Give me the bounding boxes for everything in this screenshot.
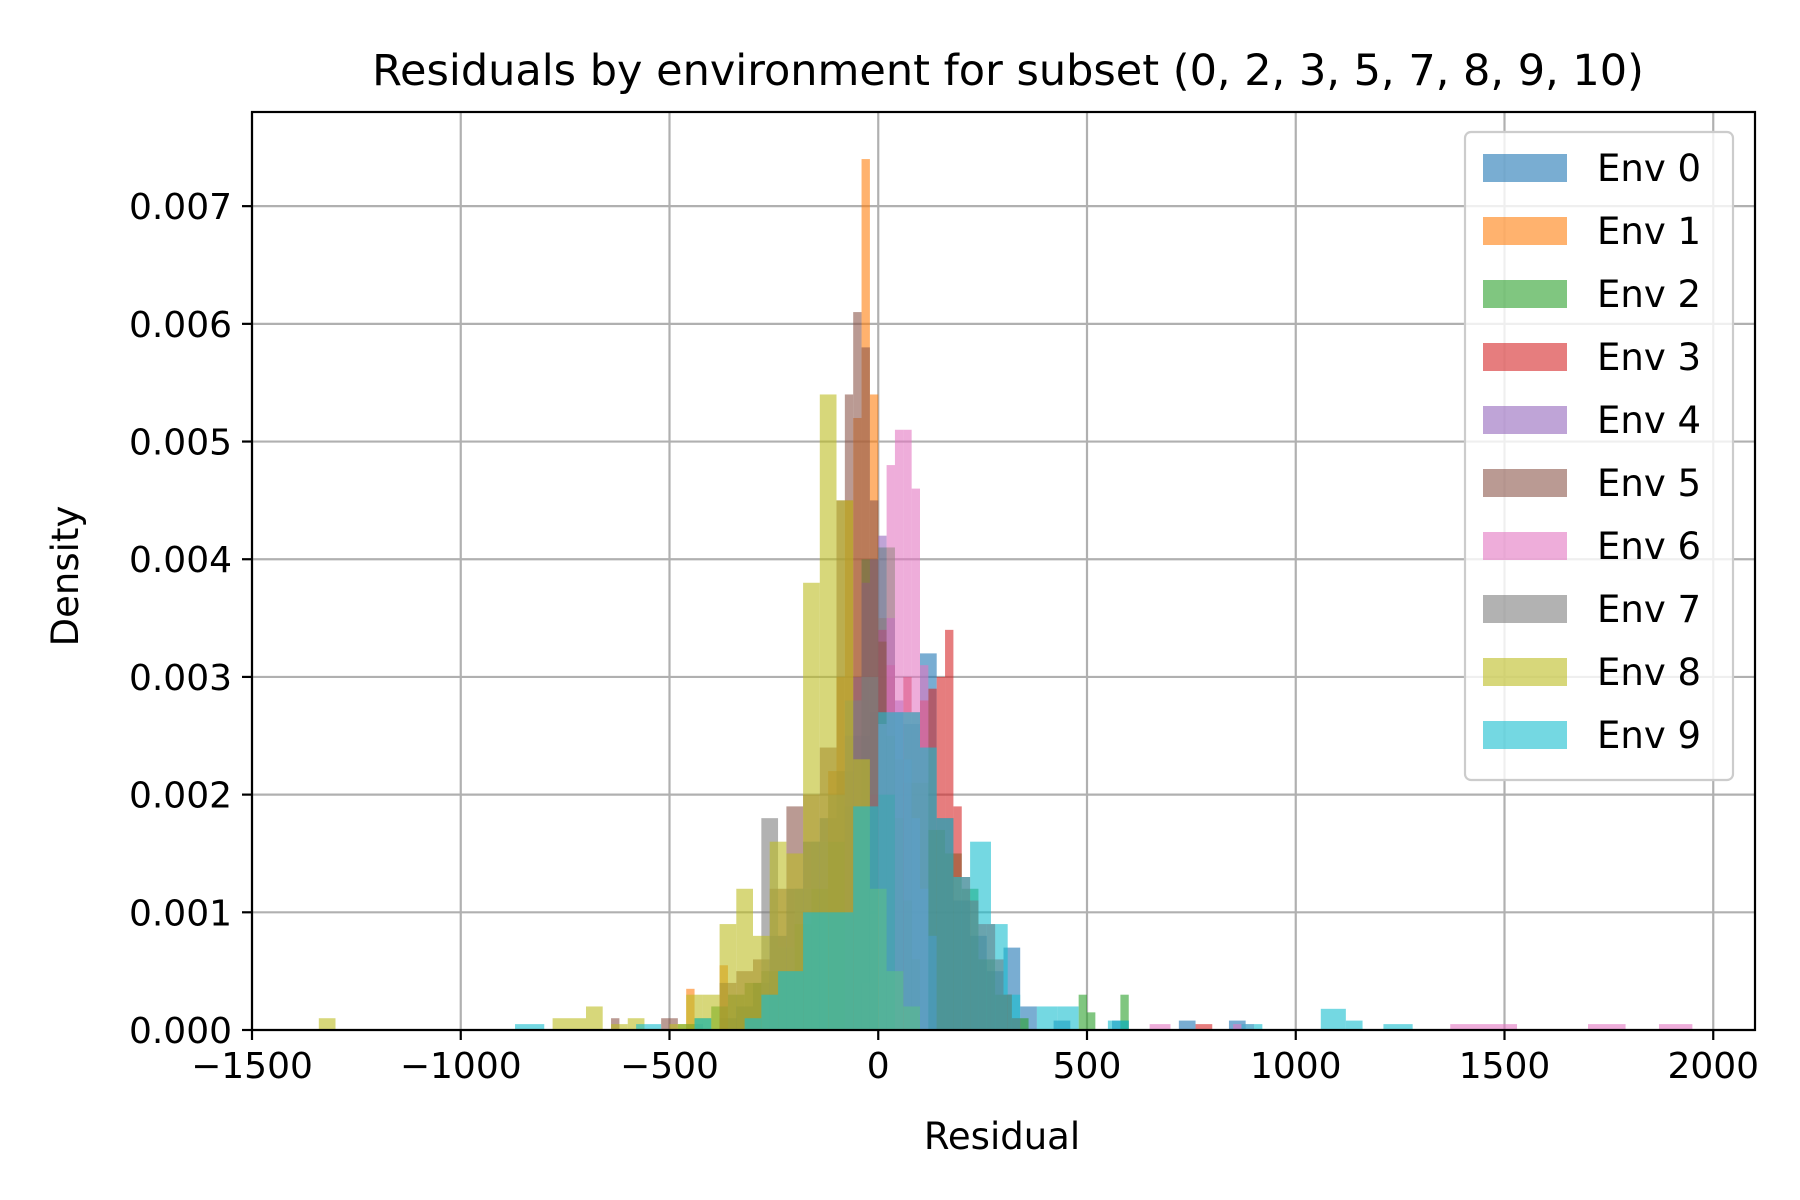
histogram-bar — [1588, 1024, 1626, 1030]
histogram-bar — [853, 806, 879, 1030]
histogram-bar — [1345, 1020, 1363, 1030]
legend-label: Env 5 — [1597, 462, 1701, 505]
y-tick-label: 0.002 — [129, 776, 232, 817]
histogram-bar — [611, 1024, 628, 1030]
series-env-9 — [515, 712, 1413, 1030]
y-tick-label: 0.005 — [129, 423, 232, 464]
histogram-bar — [318, 1018, 336, 1030]
y-tick-label: 0.003 — [129, 658, 232, 699]
histogram-bar — [778, 971, 804, 1030]
histogram-bar — [736, 888, 753, 1030]
histogram-bar — [836, 500, 854, 1030]
histogram-bar — [744, 1018, 762, 1030]
histogram-bar — [694, 1018, 712, 1030]
histogram-bar — [1320, 1008, 1346, 1030]
legend-swatch — [1483, 280, 1567, 308]
x-tick-label: −1500 — [191, 1046, 313, 1087]
histogram-bar — [953, 877, 971, 1030]
histogram-bar — [586, 1006, 603, 1030]
histogram-bar — [853, 312, 862, 1031]
x-axis-title: Residual — [924, 1115, 1080, 1158]
y-tick-label: 0.006 — [129, 305, 232, 346]
histogram-bar — [1007, 994, 1021, 1030]
y-tick-label: 0.001 — [129, 893, 232, 934]
x-tick-label: −500 — [620, 1046, 719, 1087]
y-axis-title: Density — [44, 506, 87, 647]
legend-swatch — [1483, 217, 1567, 245]
histogram-bar — [1450, 1024, 1518, 1030]
legend-swatch — [1483, 532, 1567, 560]
histogram-bar — [515, 1024, 545, 1030]
histogram-bar — [828, 912, 854, 1030]
x-tick-label: −1000 — [400, 1046, 522, 1087]
histogram-bar — [1149, 1024, 1171, 1030]
histogram-bar — [878, 712, 904, 1030]
legend-swatch — [1483, 595, 1567, 623]
x-tick-label: 1500 — [1459, 1046, 1551, 1087]
legend-swatch — [1483, 154, 1567, 182]
legend-label: Env 4 — [1597, 399, 1701, 442]
legend-swatch — [1483, 469, 1567, 497]
histogram-bar — [1120, 994, 1129, 1030]
legend-label: Env 0 — [1597, 147, 1701, 190]
x-tick-label: 1000 — [1250, 1046, 1342, 1087]
legend-label: Env 7 — [1597, 588, 1701, 631]
x-tick-label: 2000 — [1667, 1046, 1759, 1087]
series-env-8 — [318, 394, 920, 1030]
histogram-bar — [920, 747, 937, 1030]
legend-label: Env 6 — [1597, 525, 1701, 568]
y-tick-label: 0.004 — [129, 540, 232, 581]
histogram-bar — [761, 994, 779, 1030]
y-tick-label: 0.000 — [129, 1011, 232, 1052]
x-tick-label: 500 — [1053, 1046, 1122, 1087]
histogram-bar — [1383, 1024, 1413, 1030]
legend-label: Env 3 — [1597, 336, 1701, 379]
histogram-bar — [1241, 1024, 1263, 1030]
histogram-bar — [819, 394, 837, 1030]
axes-frame — [250, 110, 1757, 1032]
histogram-bar — [1107, 1020, 1129, 1030]
histogram-bar — [552, 1018, 586, 1030]
histogram-bar — [719, 924, 737, 1030]
histogram-bar — [936, 818, 954, 1030]
x-tick-label: 0 — [867, 1046, 890, 1087]
legend-label: Env 2 — [1597, 273, 1701, 316]
legend-label: Env 8 — [1597, 651, 1701, 694]
histogram-bar — [1087, 1012, 1096, 1030]
histogram-bar — [1178, 1020, 1196, 1030]
histogram-bar — [1078, 994, 1087, 1030]
histogram-bar — [1036, 1006, 1058, 1030]
histogram-bar — [803, 912, 829, 1030]
legend-swatch — [1483, 343, 1567, 371]
histogram-bar — [990, 924, 1008, 1030]
y-tick-label: 0.007 — [129, 187, 232, 228]
legend-swatch — [1483, 658, 1567, 686]
histogram-bar — [1195, 1024, 1213, 1030]
legend-label: Env 9 — [1597, 714, 1701, 757]
histogram-bar — [903, 712, 920, 1030]
chart-title: Residuals by environment for subset (0, … — [372, 46, 1644, 96]
histogram-bar — [636, 1024, 662, 1030]
histogram-bar — [1057, 1006, 1079, 1030]
legend: Env 0 Env 1 Env 2 Env 3 Env 4 Env 5 Env 6 Env 7… — [1463, 130, 1735, 782]
legend-label: Env 1 — [1597, 210, 1701, 253]
legend-swatch — [1483, 721, 1567, 749]
histogram-bar — [669, 1024, 687, 1030]
plot-area: −1500 −1000 −500 0 500 1000 1500 2000 0.000 0.001… — [129, 110, 1759, 1087]
histogram-bar — [970, 841, 991, 1030]
legend-swatch — [1483, 406, 1567, 434]
histogram-bar — [1658, 1024, 1693, 1030]
